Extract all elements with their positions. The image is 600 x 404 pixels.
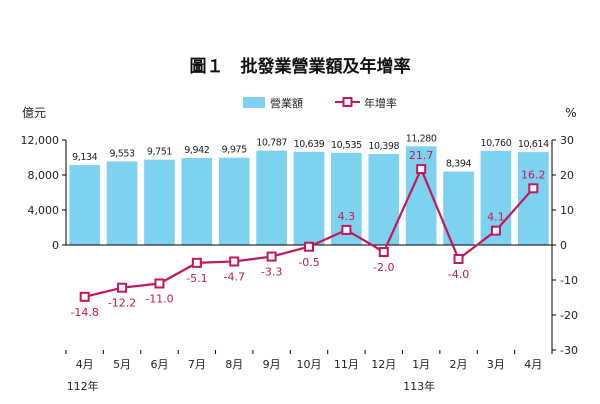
growth-rate-marker: [378, 247, 389, 257]
growth-rate-marker: [490, 225, 501, 236]
growth-rate-marker: [416, 164, 427, 175]
legend: 營業額 年增率: [243, 96, 397, 110]
bar: [256, 150, 287, 245]
category-label: 3月: [487, 358, 505, 371]
category-label: 10月: [297, 358, 322, 371]
legend-line-label: 年增率: [364, 96, 397, 110]
growth-rate-marker: [191, 257, 202, 268]
category-label: 5月: [113, 358, 131, 371]
bar: [218, 157, 250, 245]
growth-rate-label: -3.3: [261, 266, 282, 279]
year-label: 113年: [403, 379, 435, 393]
category-label: 6月: [150, 358, 168, 371]
bar: [144, 159, 175, 245]
bar: [517, 152, 549, 245]
growth-rate-label: -2.0: [373, 261, 394, 274]
right-axis-unit: %: [565, 106, 576, 120]
bar-value-label: 9,751: [147, 147, 173, 158]
growth-rate-label: -4.0: [448, 268, 469, 281]
bar-value-label: 9,942: [184, 145, 210, 156]
category-label: 1月: [412, 358, 430, 371]
bar: [181, 158, 213, 245]
growth-rate-label: -4.7: [223, 270, 244, 283]
bar-value-label: 10,787: [256, 138, 287, 149]
growth-rate-marker: [341, 224, 352, 235]
growth-rate-label: 21.7: [409, 149, 434, 162]
right-tick-label: -20: [560, 309, 578, 322]
bar: [69, 165, 101, 245]
bar-value-label: 10,639: [294, 139, 325, 150]
category-label: 4月: [524, 358, 542, 371]
growth-rate-marker: [229, 256, 240, 267]
left-axis-unit: 億元: [22, 106, 46, 120]
bar: [106, 161, 138, 245]
plot-area: 9,134 9,553 9,751 9,942 9,975 10,787 10,639 10,…: [21, 133, 578, 393]
chart-title: 圖１ 批發業營業額及年增率: [190, 56, 411, 77]
growth-rate-marker: [528, 183, 539, 194]
right-tick-label: 0: [560, 239, 567, 252]
bar: [293, 151, 325, 245]
growth-rate-label: -5.1: [186, 272, 207, 285]
category-label: 2月: [450, 358, 468, 371]
category-label: 12月: [371, 358, 396, 371]
legend-line-marker: [342, 97, 353, 107]
bar-value-label: 11,280: [406, 133, 437, 144]
legend-bar-label: 營業額: [270, 97, 303, 110]
growth-rate-marker: [453, 254, 464, 264]
right-tick-label: 20: [560, 169, 574, 182]
growth-rate-label: -0.5: [298, 256, 319, 269]
bar-value-label: 8,394: [446, 159, 472, 170]
category-label: 7月: [188, 358, 206, 371]
growth-rate-label: 4.3: [338, 210, 356, 223]
growth-rate-label: -11.0: [145, 293, 173, 306]
bar-value-label: 10,614: [518, 139, 549, 150]
category-label: 8月: [225, 358, 243, 371]
right-tick-label: -30: [560, 344, 578, 357]
right-tick-label: -10: [560, 274, 578, 287]
category-label: 11月: [334, 358, 359, 371]
right-tick-label: 10: [560, 204, 574, 217]
left-tick-label: 4,000: [28, 204, 60, 217]
bar-value-label: 9,553: [109, 148, 135, 159]
bar-value-label: 10,535: [331, 140, 362, 151]
growth-rate-marker: [154, 278, 165, 289]
growth-rate-label: -14.8: [70, 306, 98, 319]
growth-rate-label: 16.2: [521, 168, 546, 181]
bar-value-label: 10,760: [481, 138, 512, 149]
bar: [368, 154, 400, 245]
bar-value-label: 9,134: [72, 152, 98, 163]
category-label: 4月: [76, 358, 94, 371]
left-tick-label: 0: [52, 239, 59, 252]
bar-value-label: 9,975: [222, 145, 248, 156]
year-label: 112年: [67, 379, 99, 393]
left-tick-label: 12,000: [21, 134, 60, 147]
right-tick-label: 30: [560, 134, 574, 147]
legend-bar-swatch: [243, 97, 265, 108]
growth-rate-marker: [266, 251, 277, 262]
growth-rate-marker: [117, 282, 128, 293]
growth-rate-label: 4.1: [487, 211, 505, 224]
bar-value-label: 10,398: [368, 141, 399, 152]
growth-rate-marker: [304, 241, 314, 252]
category-label: 9月: [263, 358, 281, 371]
growth-rate-marker: [79, 291, 90, 302]
growth-rate-label: -12.2: [108, 297, 136, 310]
left-tick-label: 8,000: [28, 169, 60, 182]
